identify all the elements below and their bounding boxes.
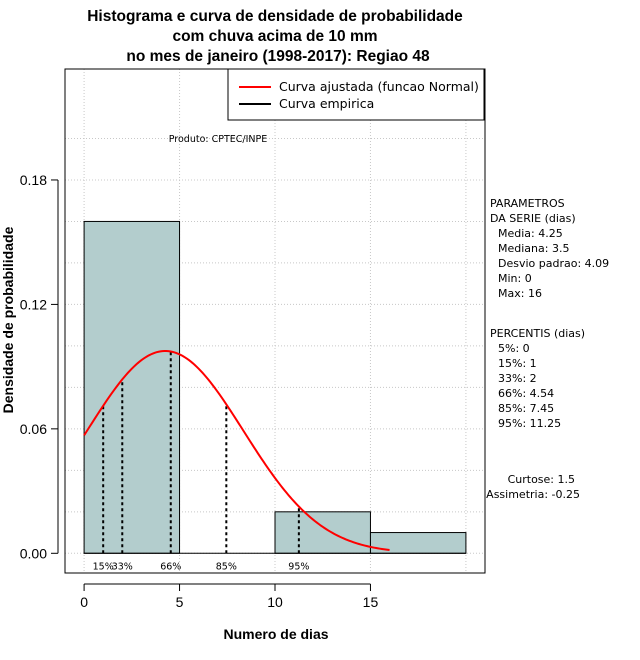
fitted-normal-curve (83, 350, 390, 552)
parameters-panel: PARAMETROS DA SERIE (dias) Media: 4.25 Medi… (490, 197, 609, 300)
y-tick-label: 0.00 (20, 545, 47, 561)
chart-title-line-3: no mes de janeiro (1998-2017): Regiao 48 (126, 48, 430, 65)
x-axis: 0 5 10 15 (80, 583, 379, 610)
percentile-label-15: 15% (93, 561, 114, 572)
histogram-bars (83, 220, 467, 554)
percentile-label-33: 33% (112, 561, 133, 572)
percentile-summary-line: 5%: 0 (498, 342, 530, 355)
x-tick-label: 5 (176, 594, 184, 610)
chart-title: Histograma e curva de densidade de proba… (87, 8, 463, 65)
legend-empirical-label: Curva empirica (279, 96, 374, 111)
parameter-line: Desvio padrao: 4.09 (498, 257, 609, 270)
histogram-bar (274, 511, 371, 554)
parameter-line: Max: 16 (498, 287, 542, 300)
legend-fitted-label: Curva ajustada (funcao Normal) (279, 79, 479, 94)
percentile-summary-line: 15%: 1 (498, 357, 537, 370)
percentile-summary-line: 33%: 2 (498, 372, 537, 385)
chart-title-line-1: Histograma e curva de densidade de proba… (87, 8, 463, 25)
parameter-line: Mediana: 3.5 (498, 242, 569, 255)
percentile-label-95: 95% (288, 561, 309, 572)
y-axis: 0.00 0.06 0.12 0.18 (20, 172, 59, 561)
percentile-lines: 15%33% 66% 85% 95% (93, 351, 309, 572)
x-tick-label: 15 (363, 594, 379, 610)
y-tick-label: 0.06 (20, 421, 47, 437)
chart-title-line-2: com chuva acima de 10 mm (172, 28, 377, 45)
kurtosis-text: Curtose: 1.5 (508, 473, 575, 486)
percentile-label-85: 85% (216, 561, 237, 572)
x-tick-label: 10 (267, 594, 283, 610)
percentile-summary-line: PERCENTIS (dias) (490, 327, 585, 340)
parameter-line: Media: 4.25 (498, 227, 563, 240)
x-tick-label: 0 (80, 594, 88, 610)
shape-stats-panel: Curtose: 1.5 Assimetria: -0.25 (486, 473, 580, 501)
legend: Curva ajustada (funcao Normal) Curva emp… (227, 68, 485, 121)
parameter-line: PARAMETROS (490, 197, 565, 210)
percentile-label-66: 66% (160, 561, 181, 572)
legend-box (227, 68, 485, 121)
parameter-line: DA SERIE (dias) (490, 212, 576, 225)
skewness-text: Assimetria: -0.25 (486, 488, 580, 501)
x-axis-label: Numero de dias (223, 626, 328, 642)
percentile-summary-line: 85%: 7.45 (498, 402, 554, 415)
parameter-line: Min: 0 (498, 272, 532, 285)
y-tick-label: 0.12 (20, 296, 47, 312)
y-axis-label: Densidade de probabilidade (0, 226, 16, 413)
percentile-summary-line: 95%: 11.25 (498, 417, 561, 430)
histogram-bar (83, 220, 181, 554)
percentile-summary-line: 66%: 4.54 (498, 387, 554, 400)
percentiles-panel: PERCENTIS (dias) 5%: 0 15%: 1 33%: 2 66%: 4.… (490, 327, 585, 430)
product-credit: Produto: CPTEC/INPE (169, 134, 268, 145)
y-tick-label: 0.18 (20, 172, 47, 188)
